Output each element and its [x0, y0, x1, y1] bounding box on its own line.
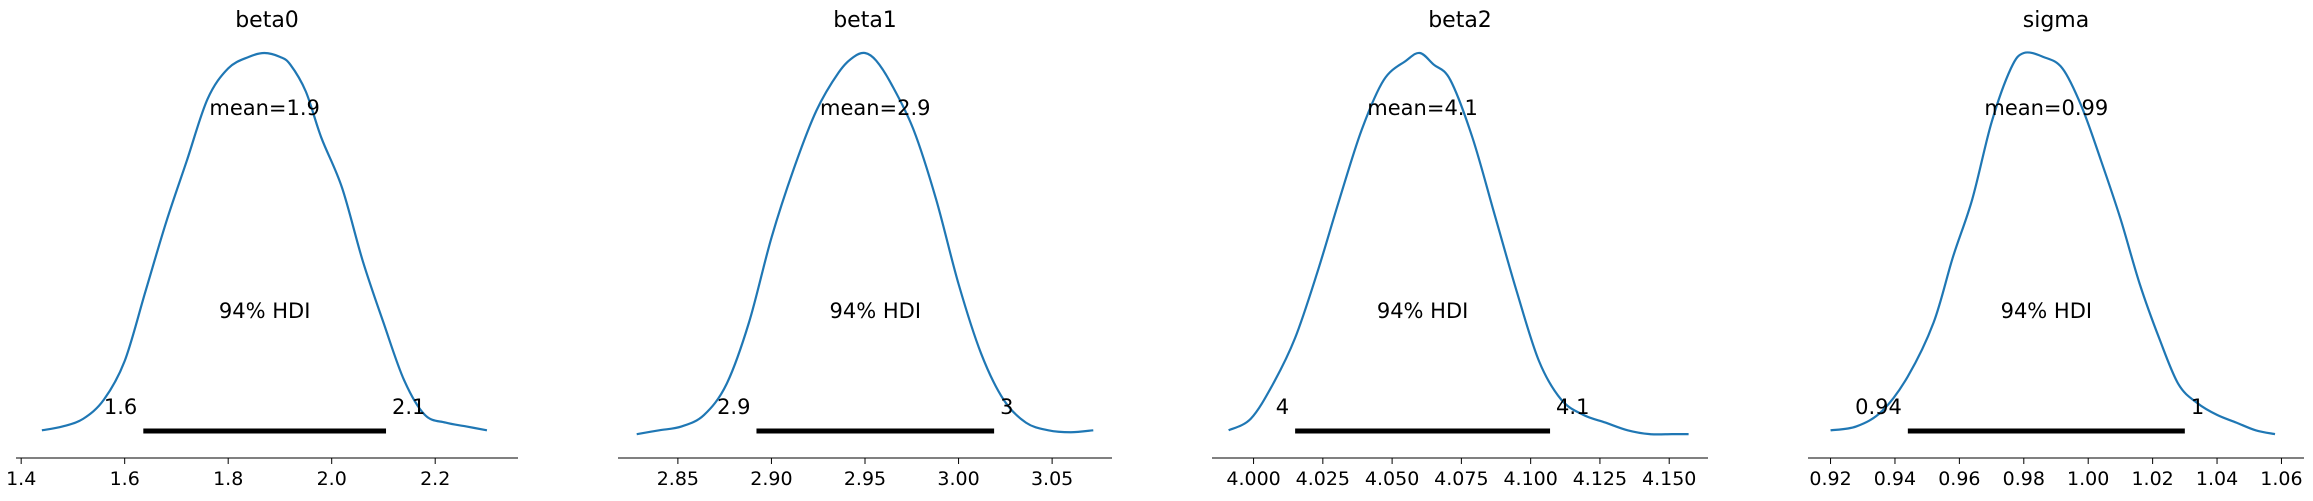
- x-tick-label: 0.94: [1874, 468, 1916, 490]
- x-tick-label: 3.05: [1031, 468, 1073, 490]
- mean-label: mean=2.9: [820, 96, 931, 120]
- posterior-panel-beta2: beta2 4 4.1 94% HDI mean=4.1 4.000 4.025 4.050 4…: [1212, 8, 1708, 490]
- x-tick-label: 4.050: [1365, 468, 1419, 490]
- hdi-label: 94% HDI: [2001, 299, 2093, 323]
- density-curve: [41, 51, 488, 432]
- mean-label: mean=0.99: [1984, 96, 2108, 120]
- hdi-lower-label: 1.6: [104, 395, 137, 419]
- density-curve: [1830, 51, 2276, 436]
- x-tick-label: 1.00: [2067, 468, 2109, 490]
- x-tick-label: 1.06: [2260, 468, 2302, 490]
- hdi-label: 94% HDI: [219, 299, 311, 323]
- x-tick-label: 2.90: [750, 468, 792, 490]
- hdi-upper-label: 3: [1000, 395, 1013, 419]
- x-tick-label: 2.2: [420, 468, 450, 490]
- x-tick-label: 0.96: [1938, 468, 1980, 490]
- x-tick-label: 1.4: [6, 468, 36, 490]
- hdi-label: 94% HDI: [1377, 299, 1469, 323]
- hdi-label: 94% HDI: [830, 299, 922, 323]
- x-tick-label: 1.02: [2131, 468, 2173, 490]
- posterior-panel-beta0: beta0 1.6 2.1 94% HDI mean=1.9 1.4 1.6 1.8 2.0 2.…: [6, 8, 518, 490]
- posterior-panel-beta1: beta1 2.9 3 94% HDI mean=2.9 2.85 2.90 2.95 3.00…: [618, 8, 1112, 490]
- x-tick-label: 4.075: [1434, 468, 1488, 490]
- hdi-lower-label: 0.94: [1855, 395, 1902, 419]
- x-tick-label: 3.00: [937, 468, 979, 490]
- hdi-upper-label: 2.1: [392, 395, 425, 419]
- hdi-lower-label: 2.9: [717, 395, 750, 419]
- panel-title: beta1: [833, 8, 897, 33]
- x-tick-label: 2.0: [317, 468, 347, 490]
- x-tick-label: 4.100: [1503, 468, 1557, 490]
- x-tick-label: 4.025: [1296, 468, 1350, 490]
- x-tick-label: 2.95: [844, 468, 886, 490]
- hdi-lower-label: 4: [1276, 395, 1289, 419]
- x-tick-label: 1.6: [110, 468, 140, 490]
- x-tick-label: 0.98: [2003, 468, 2045, 490]
- mean-label: mean=4.1: [1367, 96, 1478, 120]
- mean-label: mean=1.9: [209, 96, 320, 120]
- hdi-upper-label: 4.1: [1556, 395, 1589, 419]
- x-tick-label: 4.000: [1226, 468, 1280, 490]
- posterior-panel-sigma: sigma 0.94 1 94% HDI mean=0.99 0.92 0.94 0.96 0.…: [1808, 8, 2304, 490]
- x-tick-label: 1.8: [213, 468, 243, 490]
- panel-title: beta2: [1428, 8, 1492, 33]
- panel-title: beta0: [235, 8, 299, 33]
- x-tick-label: 4.150: [1642, 468, 1696, 490]
- hdi-upper-label: 1: [2191, 395, 2204, 419]
- panel-title: sigma: [2023, 8, 2089, 33]
- x-tick-label: 4.125: [1573, 468, 1627, 490]
- x-tick-label: 1.04: [2196, 468, 2238, 490]
- density-curve: [1228, 51, 1689, 436]
- x-tick-label: 0.92: [1809, 468, 1851, 490]
- x-tick-label: 2.85: [657, 468, 699, 490]
- density-curve: [636, 51, 1094, 436]
